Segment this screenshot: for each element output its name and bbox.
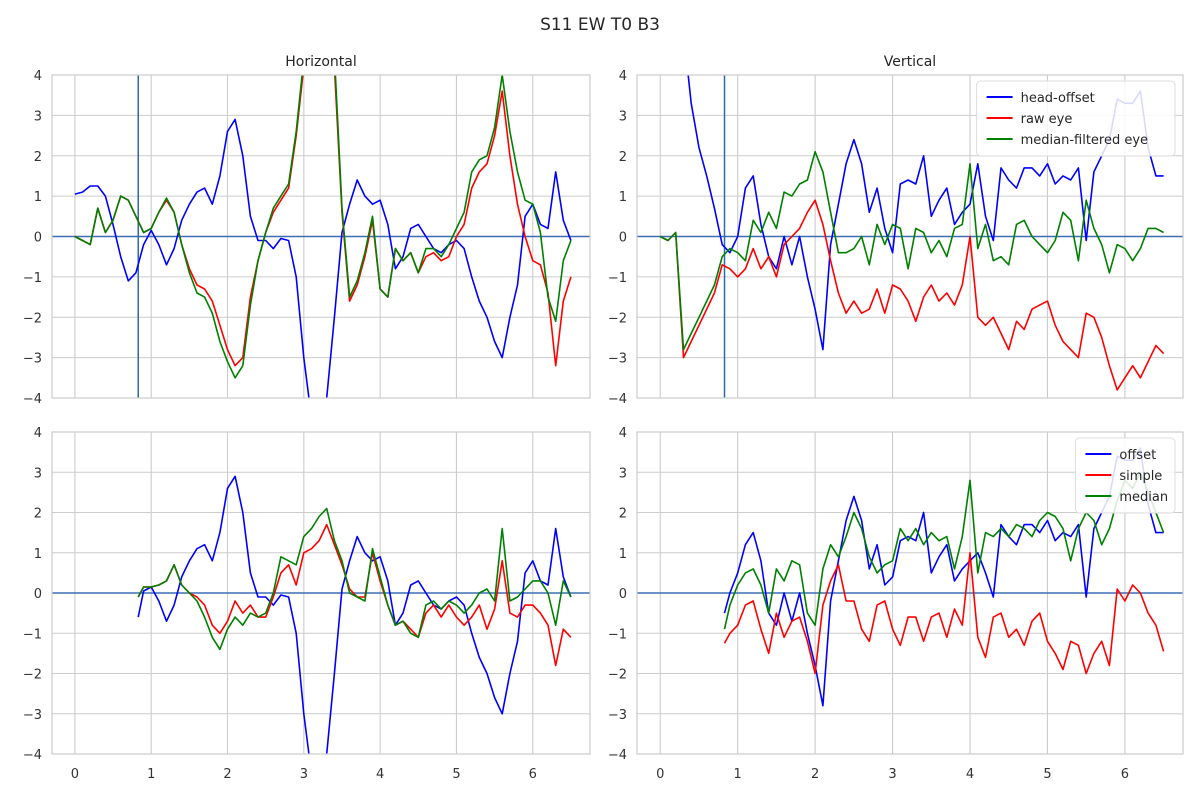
y-tick-label: −3 (23, 708, 42, 723)
series-line-raw_eye (659, 199, 1165, 391)
x-tick-label: 2 (223, 767, 231, 782)
legend-label: simple (1119, 469, 1162, 484)
legend-box (1074, 437, 1176, 514)
y-tick-label: 4 (34, 69, 42, 84)
y-tick-label: −1 (608, 271, 627, 286)
panel-title: Horizontal (285, 54, 356, 70)
x-tick-label: 5 (1043, 767, 1051, 782)
y-tick-label: 1 (34, 190, 42, 205)
y-tick-label: 3 (34, 109, 42, 124)
y-tick-label: −3 (608, 708, 627, 723)
series-line-head_offset (74, 118, 572, 398)
legend-label: offset (1119, 448, 1156, 463)
y-tick-label: 0 (619, 231, 627, 246)
y-tick-label: 3 (34, 466, 42, 481)
y-tick-label: 2 (619, 507, 627, 522)
x-tick-label: 5 (452, 767, 460, 782)
panel-bottom-left: 4 3 2 1 0 −1 −2 −3 −4 0 1 2 3 4 5 6 (23, 426, 591, 782)
x-tick-label: 1 (734, 767, 742, 782)
legend-label: raw eye (1021, 112, 1073, 127)
y-tick-label: 1 (34, 547, 42, 562)
x-tick-label: 2 (811, 767, 819, 782)
series-line-offset (723, 447, 1164, 707)
series-line-raw_eye (74, 75, 572, 367)
y-tick-label: 2 (34, 150, 42, 165)
x-tick-label: 0 (71, 767, 79, 782)
series-line-offset (137, 475, 572, 754)
axes-frame (636, 431, 1184, 755)
panel-title: Vertical (884, 54, 936, 70)
y-tick-label: 0 (34, 231, 42, 246)
y-tick-label: 3 (619, 109, 627, 124)
axes-frame (51, 74, 591, 399)
y-tick-label: −2 (608, 668, 627, 683)
y-tick-label: 2 (619, 150, 627, 165)
panel-bottom-right: 4 3 2 1 0 −1 −2 −3 −4 0 1 2 3 4 5 6 offset simple median (608, 426, 1184, 782)
series-line-median (723, 471, 1165, 630)
y-tick-label: 0 (619, 587, 627, 602)
legend-label: median (1119, 490, 1168, 505)
x-tick-label: 3 (300, 767, 308, 782)
y-tick-label: −2 (23, 311, 42, 326)
figure-title: S11 EW T0 B3 (540, 15, 660, 35)
y-tick-label: −1 (23, 271, 42, 286)
y-tick-label: 2 (34, 507, 42, 522)
x-tick-label: 4 (966, 767, 974, 782)
x-tick-label: 6 (1121, 767, 1129, 782)
legend-label: head-offset (1021, 91, 1095, 106)
legend: head-offset raw eye median-filtered eye (976, 80, 1176, 157)
y-tick-label: 4 (619, 426, 627, 441)
y-tick-label: 1 (619, 547, 627, 562)
axes-frame (636, 74, 1184, 399)
x-tick-label: 1 (147, 767, 155, 782)
y-tick-label: 4 (619, 69, 627, 84)
legend-box (976, 80, 1176, 157)
series-line-median (137, 507, 572, 651)
legend: offset simple median (1074, 437, 1176, 514)
y-tick-label: −4 (608, 748, 627, 763)
y-tick-label: −3 (608, 352, 627, 367)
panel-top-left: 4 3 2 1 0 −1 −2 −3 −4 Horizontal (23, 54, 591, 407)
y-tick-label: −1 (23, 627, 42, 642)
y-tick-label: −2 (23, 668, 42, 683)
y-tick-label: −3 (23, 352, 42, 367)
y-tick-label: −2 (608, 311, 627, 326)
series-line-median_eye (74, 75, 572, 379)
y-tick-label: 4 (34, 426, 42, 441)
x-tick-label: 3 (888, 767, 896, 782)
y-tick-label: −4 (23, 392, 42, 407)
y-tick-label: −4 (608, 392, 627, 407)
legend-label: median-filtered eye (1021, 133, 1148, 148)
series-line-simple (137, 523, 572, 667)
y-tick-label: 0 (34, 587, 42, 602)
panel-top-right: 4 3 2 1 0 −1 −2 −3 −4 Vertical head-offset raw eye m… (608, 54, 1184, 407)
series-line-simple (723, 551, 1165, 675)
x-tick-label: 6 (529, 767, 537, 782)
y-tick-label: 3 (619, 466, 627, 481)
series-line-median_eye (659, 150, 1164, 351)
x-tick-label: 4 (376, 767, 384, 782)
axes-frame (51, 431, 591, 755)
y-tick-label: −1 (608, 627, 627, 642)
y-tick-label: 1 (619, 190, 627, 205)
x-tick-label: 0 (656, 767, 664, 782)
y-tick-label: −4 (23, 748, 42, 763)
